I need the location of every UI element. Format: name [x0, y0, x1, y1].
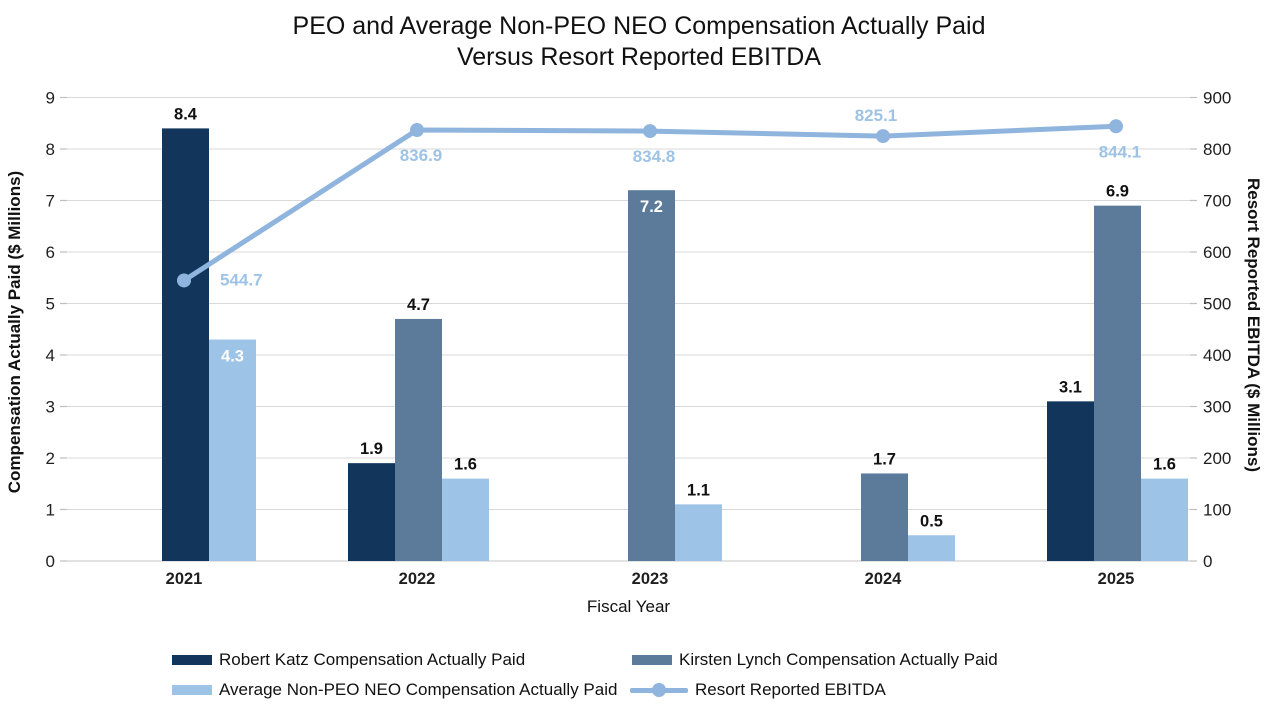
ebitda-data-label: 825.1: [855, 106, 898, 125]
bar: [1094, 205, 1141, 561]
x-axis-title: Fiscal Year: [586, 597, 671, 616]
svg-text:400: 400: [1203, 346, 1231, 365]
ebitda-data-label: 836.9: [400, 146, 443, 165]
ebitda-marker: [177, 273, 191, 288]
svg-text:700: 700: [1203, 192, 1231, 211]
bar-series-group: 8.4 4.3 2021 1.9 4.7 1.6 2022 7.2 1.1 2023 1.7 0.5 2…: [162, 105, 1188, 588]
legend-swatch-avg-non-peo: [172, 685, 212, 695]
ebitda-data-label: 844.1: [1099, 142, 1142, 161]
bar-data-label: 1.7: [873, 450, 896, 468]
bar: [1047, 401, 1094, 561]
svg-text:8: 8: [46, 140, 55, 159]
legend-label-kirsten-lynch: Kirsten Lynch Compensation Actually Paid: [679, 650, 998, 669]
ebitda-data-label: 544.7: [220, 270, 263, 289]
svg-text:300: 300: [1203, 398, 1231, 417]
bar: [442, 478, 489, 561]
bar-data-label: 1.9: [360, 440, 383, 458]
bar: [861, 473, 908, 561]
x-tick-label: 2021: [166, 570, 203, 588]
ebitda-marker: [1109, 119, 1123, 134]
legend-item-robert-katz: Robert Katz Compensation Actually Paid: [172, 650, 525, 670]
svg-text:4: 4: [46, 346, 55, 365]
legend-swatch-robert-katz: [172, 655, 212, 665]
chart-title-line1: PEO and Average Non-PEO NEO Compensation…: [292, 12, 986, 40]
ebitda-marker: [876, 129, 890, 144]
bar-data-label: 0.5: [920, 512, 943, 530]
x-tick-label: 2025: [1098, 570, 1135, 588]
right-axis-title: Resort Reported EBITDA ($ Millions): [1244, 177, 1263, 473]
bar: [908, 535, 955, 561]
left-axis-title: Compensation Actually Paid ($ Millions): [5, 170, 24, 494]
svg-text:2: 2: [46, 449, 55, 468]
svg-text:5: 5: [46, 295, 55, 314]
legend-label-avg-non-peo: Average Non-PEO NEO Compensation Actuall…: [219, 680, 618, 699]
bar-data-label: 1.1: [687, 481, 710, 499]
x-tick-label: 2024: [865, 570, 903, 588]
bar-data-label: 1.6: [1153, 456, 1176, 474]
bar-data-label: 8.4: [174, 105, 198, 123]
chart-title: PEO and Average Non-PEO NEO Compensation…: [0, 11, 1278, 73]
bar: [395, 318, 442, 561]
legend-label-ebitda: Resort Reported EBITDA: [695, 680, 886, 699]
bar: [162, 128, 209, 561]
ebitda-marker: [410, 122, 424, 137]
svg-text:7: 7: [46, 192, 55, 211]
ebitda-data-label: 834.8: [633, 147, 676, 166]
svg-text:800: 800: [1203, 140, 1231, 159]
bar-data-label: 4.7: [407, 296, 430, 314]
bar-data-label: 1.6: [454, 456, 477, 474]
svg-text:6: 6: [46, 243, 55, 262]
bar: [675, 504, 722, 561]
ebitda-marker: [643, 124, 657, 139]
svg-text:0: 0: [46, 552, 55, 571]
bar-data-label: 6.9: [1106, 183, 1129, 201]
legend-line-marker-icon: [630, 683, 688, 697]
legend-item-avg-non-peo: Average Non-PEO NEO Compensation Actuall…: [172, 680, 617, 700]
bar: [628, 190, 675, 561]
svg-text:900: 900: [1203, 89, 1231, 108]
x-tick-label: 2022: [399, 570, 436, 588]
bar: [348, 463, 395, 561]
svg-text:1: 1: [46, 501, 55, 520]
svg-text:0: 0: [1203, 552, 1212, 571]
bar-data-label: 4.3: [221, 348, 244, 366]
legend-swatch-kirsten-lynch: [632, 655, 672, 665]
svg-text:100: 100: [1203, 501, 1231, 520]
chart-title-line2: Versus Resort Reported EBITDA: [456, 43, 822, 71]
svg-text:200: 200: [1203, 449, 1231, 468]
legend-item-kirsten-lynch: Kirsten Lynch Compensation Actually Paid: [632, 650, 998, 670]
legend-label-robert-katz: Robert Katz Compensation Actually Paid: [219, 650, 526, 669]
plot-area: 0 1 2 3 4 5 6 7 8 9 0 100 200 300 400 500 600 700 800 900 8.…: [46, 89, 1232, 589]
ebitda-line-group: 544.7 836.9 834.8 825.1 844.1: [177, 106, 1141, 289]
bar-data-label: 7.2: [640, 198, 663, 216]
legend-item-ebitda: Resort Reported EBITDA: [630, 680, 886, 700]
svg-text:3: 3: [46, 398, 55, 417]
svg-text:500: 500: [1203, 295, 1231, 314]
svg-text:600: 600: [1203, 243, 1231, 262]
x-tick-label: 2023: [632, 570, 669, 588]
bar-data-label: 3.1: [1059, 378, 1082, 396]
bar: [1141, 478, 1188, 561]
bar: [209, 339, 256, 561]
svg-text:9: 9: [46, 89, 55, 108]
